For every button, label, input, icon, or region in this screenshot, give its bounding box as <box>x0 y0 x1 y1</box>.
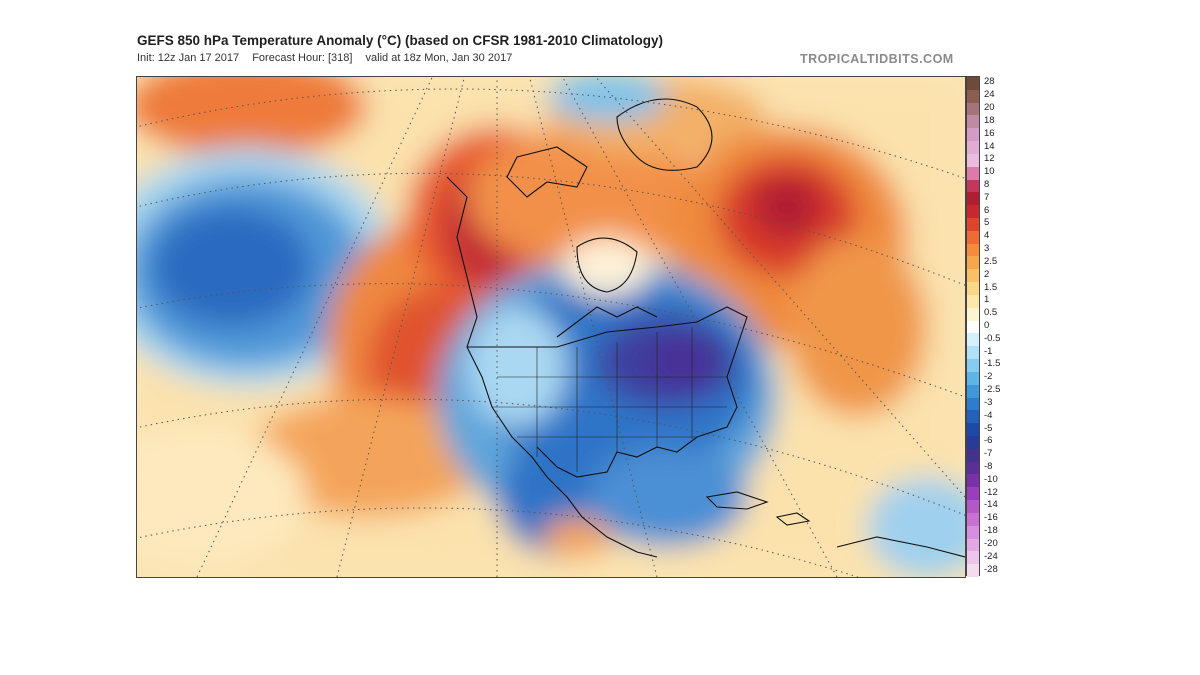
colorbar-tick-label: 28 <box>984 76 995 88</box>
anomaly-map <box>136 76 966 578</box>
colorbar-segment <box>967 294 979 309</box>
colorbar-segment <box>967 346 979 360</box>
colorbar-tick-label: 2.5 <box>984 255 998 267</box>
colorbar-tick-label: 16 <box>984 127 995 139</box>
colorbar-tick-label: -10 <box>984 473 998 485</box>
anomaly-map-svg <box>137 77 965 577</box>
colorbar-tick-label: 18 <box>984 114 995 126</box>
anomaly-field <box>137 77 965 577</box>
colorbar-segment <box>967 487 979 501</box>
colorbar-tick-label: -4 <box>984 409 993 421</box>
colorbar-tick-label: -14 <box>984 499 998 511</box>
colorbar-tick-label: -1 <box>984 345 993 357</box>
colorbar-tick-label: -18 <box>984 525 998 537</box>
colorbar-segment <box>967 269 979 283</box>
colorbar <box>966 76 980 578</box>
chart-subtitle: Init: 12z Jan 17 2017 Forecast Hour: [31… <box>137 52 512 64</box>
colorbar-tick-label: 0 <box>984 320 990 331</box>
colorbar-tick-label: 5 <box>984 217 990 229</box>
colorbar-segment <box>967 500 979 514</box>
colorbar-segment <box>967 256 979 270</box>
colorbar-tick-label: 7 <box>984 191 990 203</box>
colorbar-segment <box>967 128 979 142</box>
colorbar-tick-label: 14 <box>984 140 995 152</box>
colorbar-tick-label: 6 <box>984 204 990 216</box>
colorbar-segment <box>967 512 979 527</box>
colorbar-tick-label: 20 <box>984 102 995 114</box>
colorbar-segment <box>967 423 979 437</box>
colorbar-segment <box>967 166 979 181</box>
brand-watermark: TROPICALTIDBITS.COM <box>800 52 954 66</box>
graticule <box>137 77 965 577</box>
state-borders <box>492 327 727 472</box>
colorbar-segment <box>967 320 979 334</box>
colorbar-segment <box>967 179 979 193</box>
colorbar-tick-label: -6 <box>984 435 993 447</box>
coastlines <box>446 98 965 558</box>
colorbar-segment <box>967 102 979 116</box>
chart-title: GEFS 850 hPa Temperature Anomaly (°C) (b… <box>137 33 664 48</box>
colorbar-segment <box>967 77 979 91</box>
colorbar-segment <box>967 333 979 347</box>
colorbar-tick-label: 1 <box>984 294 990 306</box>
colorbar-segment <box>967 89 979 104</box>
colorbar-tick-label: -12 <box>984 486 998 498</box>
colorbar-segment <box>967 282 979 296</box>
colorbar-tick-label: -2 <box>984 371 993 383</box>
colorbar-tick-label: 0.5 <box>984 307 998 319</box>
colorbar-segment <box>967 371 979 386</box>
colorbar-tick-label: 12 <box>984 153 995 165</box>
colorbar-segment <box>967 474 979 488</box>
colorbar-segment <box>967 461 979 475</box>
colorbar-segment <box>967 141 979 155</box>
colorbar-segment <box>967 153 979 168</box>
forecast-hour: Forecast Hour: [318] <box>252 52 353 64</box>
colorbar-tick-label: -28 <box>984 563 998 575</box>
colorbar-segment <box>967 384 979 398</box>
colorbar-tick-label: -1.5 <box>984 358 1001 370</box>
colorbar-segment <box>967 538 979 552</box>
colorbar-segment <box>967 359 979 373</box>
colorbar-tick-label: 24 <box>984 89 995 101</box>
colorbar-segment <box>967 192 979 206</box>
colorbar-segment <box>967 307 979 322</box>
colorbar-segment <box>967 397 979 411</box>
colorbar-tick-label: -5 <box>984 422 993 434</box>
colorbar-tick-label: -20 <box>984 537 998 549</box>
colorbar-segment <box>967 218 979 232</box>
colorbar-tick-label: -3 <box>984 396 993 408</box>
colorbar-segment <box>967 243 979 257</box>
colorbar-segment <box>967 551 979 565</box>
colorbar-tick-label: -24 <box>984 550 998 562</box>
colorbar-segment <box>967 448 979 463</box>
colorbar-segment <box>967 525 979 540</box>
colorbar-segment <box>967 115 979 129</box>
colorbar-tick-label: -2.5 <box>984 384 1001 396</box>
colorbar-tick-label: -8 <box>984 461 993 473</box>
colorbar-tick-label: 1.5 <box>984 281 998 293</box>
colorbar-tick-label: 8 <box>984 178 990 190</box>
colorbar-segment <box>967 230 979 245</box>
init-time: Init: 12z Jan 17 2017 <box>137 52 240 64</box>
valid-time: valid at 18z Mon, Jan 30 2017 <box>365 52 513 64</box>
colorbar-tick-label: -16 <box>984 512 998 524</box>
colorbar-tick-label: 4 <box>984 230 990 242</box>
colorbar-tick-label: -7 <box>984 448 993 460</box>
colorbar-segment <box>967 564 979 578</box>
colorbar-tick-label: -0.5 <box>984 332 1001 344</box>
colorbar-segment <box>967 205 979 219</box>
colorbar-tick-label: 10 <box>984 166 995 178</box>
colorbar-labels: 28 24 20 18 16 14 12 10 8 7 6 5 4 3 2.5 2 1.5 1 0.5 0 -0.5 -1… <box>984 76 1024 576</box>
colorbar-segment <box>967 410 979 424</box>
colorbar-tick-label: 3 <box>984 243 990 255</box>
colorbar-segment <box>967 435 979 450</box>
colorbar-tick-label: 2 <box>984 268 990 280</box>
